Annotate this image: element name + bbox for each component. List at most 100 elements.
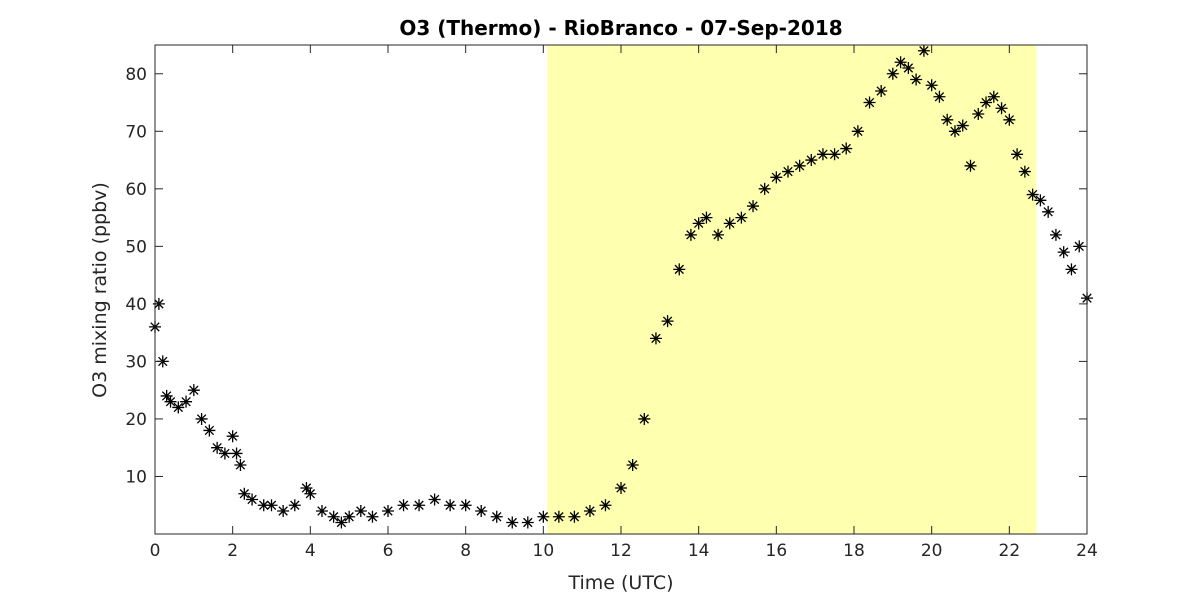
data-point — [195, 412, 208, 425]
data-point — [964, 159, 977, 172]
data-point — [638, 412, 651, 425]
data-point — [537, 510, 550, 523]
data-point — [840, 142, 853, 155]
data-point — [444, 499, 457, 512]
data-point — [735, 211, 748, 224]
data-point — [599, 499, 612, 512]
y-tick-label: 30 — [125, 352, 147, 372]
y-tick-label: 20 — [125, 410, 147, 430]
x-tick-label: 16 — [766, 541, 788, 561]
x-tick-label: 4 — [305, 541, 316, 561]
y-tick-label: 60 — [125, 180, 147, 200]
data-point — [941, 113, 954, 126]
data-point — [521, 516, 534, 529]
data-point — [956, 119, 969, 132]
data-point — [1018, 165, 1031, 178]
data-point — [863, 96, 876, 109]
x-tick-label: 12 — [610, 541, 632, 561]
data-point — [673, 263, 686, 276]
data-point — [366, 510, 379, 523]
data-point — [700, 211, 713, 224]
data-point — [649, 332, 662, 345]
data-point — [917, 44, 930, 57]
data-point — [327, 510, 340, 523]
data-point — [343, 510, 356, 523]
data-point — [552, 510, 565, 523]
data-point — [980, 96, 993, 109]
data-point — [851, 125, 864, 138]
x-tick-label: 10 — [533, 541, 555, 561]
data-point — [972, 108, 985, 121]
data-point — [475, 504, 488, 517]
x-tick-label: 20 — [921, 541, 943, 561]
data-point — [164, 395, 177, 408]
data-point — [335, 516, 348, 529]
data-point — [758, 182, 771, 195]
data-point — [1011, 148, 1024, 161]
y-tick-label: 70 — [125, 122, 147, 142]
data-point — [172, 401, 185, 414]
data-point — [894, 56, 907, 69]
data-point — [490, 510, 503, 523]
data-point — [723, 217, 736, 230]
data-point — [712, 228, 725, 241]
x-tick-label: 6 — [383, 541, 394, 561]
data-point — [397, 499, 410, 512]
daylight-shading — [547, 45, 1037, 534]
data-point — [875, 85, 888, 98]
data-point — [300, 481, 313, 494]
data-point — [180, 395, 193, 408]
data-point — [902, 62, 915, 75]
data-point — [234, 458, 247, 471]
data-point — [265, 499, 278, 512]
data-markers — [149, 44, 1093, 529]
data-point — [781, 165, 794, 178]
data-point — [459, 499, 472, 512]
data-point — [238, 487, 251, 500]
data-point — [160, 389, 173, 402]
x-tick-label: 24 — [1076, 541, 1098, 561]
data-point — [626, 458, 639, 471]
data-point — [987, 90, 1000, 103]
data-point — [1003, 113, 1016, 126]
data-point — [315, 504, 328, 517]
data-point — [1065, 263, 1078, 276]
data-point — [692, 217, 705, 230]
data-point — [382, 504, 394, 517]
data-point — [218, 447, 231, 460]
data-point — [506, 516, 519, 529]
x-axis: 0 2 4 6 8 10 12 14 16 18 20 22 24 — [150, 45, 1098, 561]
data-point — [684, 228, 697, 241]
data-point — [583, 504, 596, 517]
x-tick-label: 0 — [150, 541, 161, 561]
data-point — [615, 481, 627, 494]
data-point — [948, 125, 961, 138]
data-point — [661, 315, 674, 328]
data-point — [226, 430, 239, 443]
data-point — [995, 102, 1008, 115]
data-point — [1057, 246, 1070, 259]
data-point — [413, 499, 426, 512]
y-axis-label: O3 mixing ratio (ppbv) — [89, 182, 111, 398]
data-point — [1034, 194, 1047, 207]
x-tick-label: 2 — [227, 541, 238, 561]
data-point — [910, 73, 923, 86]
y-tick-label: 50 — [125, 237, 147, 257]
data-point — [288, 499, 301, 512]
data-point — [1042, 205, 1055, 218]
data-point — [211, 441, 224, 454]
x-tick-label: 22 — [999, 541, 1021, 561]
data-point — [203, 424, 216, 437]
data-point — [828, 148, 841, 161]
y-tick-label: 80 — [125, 65, 147, 85]
data-point — [230, 447, 243, 460]
x-tick-label: 8 — [460, 541, 471, 561]
data-point — [568, 510, 581, 523]
data-point — [257, 499, 270, 512]
data-point — [304, 487, 317, 500]
data-point — [277, 504, 290, 517]
data-point — [187, 384, 200, 397]
y-axis: 10 20 30 40 50 60 70 80 — [125, 65, 1087, 487]
data-point — [933, 90, 946, 103]
